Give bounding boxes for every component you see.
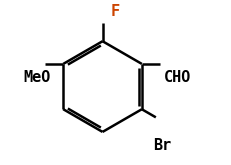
Text: Br: Br	[153, 138, 171, 153]
Text: CHO: CHO	[164, 70, 191, 85]
Text: MeO: MeO	[23, 70, 51, 85]
Text: F: F	[111, 4, 120, 19]
